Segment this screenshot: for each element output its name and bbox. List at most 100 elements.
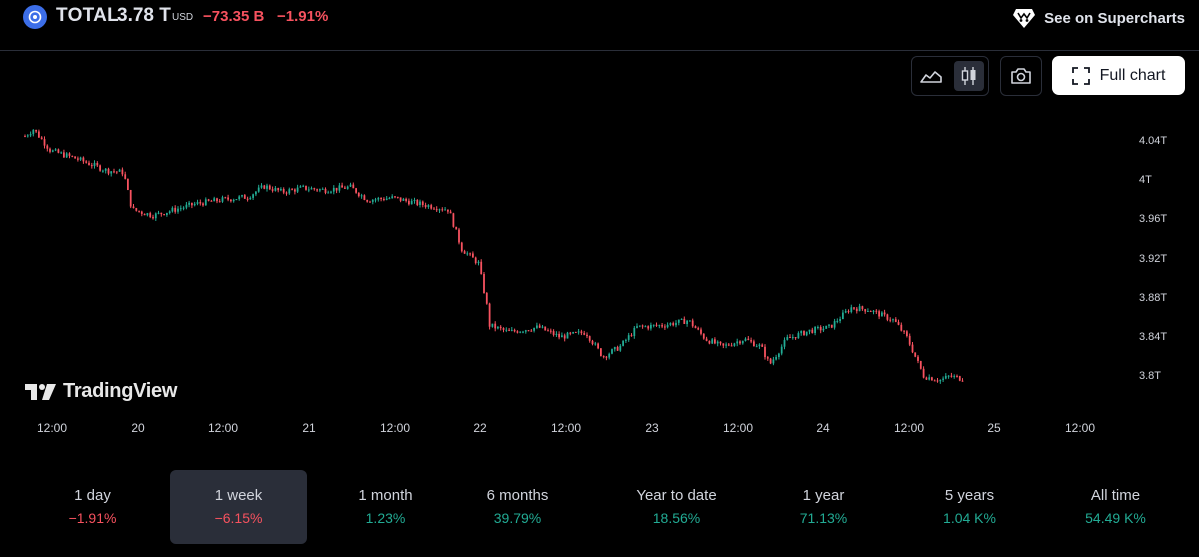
candle-down: [702, 333, 705, 339]
candle-down: [121, 169, 124, 175]
snapshot-button[interactable]: [1006, 61, 1036, 91]
candle-down: [485, 293, 488, 304]
range-6-months[interactable]: 6 months 39.79%: [449, 470, 586, 544]
candle-up: [65, 153, 68, 158]
candles-style-button[interactable]: [954, 61, 984, 91]
candle-down: [355, 188, 357, 193]
candle-up: [533, 327, 535, 331]
candle-up: [652, 324, 655, 326]
candle-down: [63, 152, 65, 158]
candle-up: [79, 157, 82, 160]
range-change: 39.79%: [493, 510, 542, 526]
candle-up: [755, 346, 758, 348]
tradingview-diamond-icon: [1013, 9, 1036, 28]
price-chart[interactable]: [0, 100, 1199, 450]
candle-up: [608, 353, 611, 358]
candle-up: [196, 202, 199, 204]
candle-up: [235, 199, 238, 201]
candle-up: [619, 345, 622, 351]
candle-down: [936, 380, 939, 382]
range-all-time[interactable]: All time 54.49 K%: [1047, 470, 1184, 544]
range-1-month[interactable]: 1 month 1.23%: [317, 470, 454, 544]
candle-down: [285, 192, 288, 194]
y-tick-label: 3.88T: [1139, 292, 1168, 304]
candle-down: [243, 195, 246, 199]
candle-up: [675, 322, 677, 326]
candle-down: [917, 356, 919, 361]
candle-up: [29, 134, 32, 136]
candle-up: [319, 189, 321, 191]
candle-up: [561, 335, 563, 338]
candle-up: [185, 204, 188, 208]
candle-up: [808, 329, 811, 332]
candle-down: [655, 324, 658, 326]
candle-up: [872, 310, 875, 312]
range-1-day[interactable]: 1 day −1.91%: [24, 470, 161, 544]
x-tick-label: 22: [473, 421, 487, 435]
candle-up: [288, 189, 291, 194]
candle-up: [438, 209, 441, 211]
candle-down: [447, 209, 449, 212]
candle-down: [135, 208, 138, 211]
candle-down: [830, 324, 833, 328]
see-on-supercharts-link[interactable]: See on Supercharts: [1012, 5, 1185, 31]
candle-down: [230, 199, 232, 202]
candle-up: [658, 325, 661, 327]
candle-down: [138, 210, 140, 212]
candle-up: [844, 311, 847, 313]
symbol-name[interactable]: TOTAL: [56, 5, 120, 26]
y-tick-label: 3.8T: [1139, 370, 1162, 382]
candle-up: [241, 195, 243, 197]
candle-down: [452, 213, 455, 227]
candle-down: [647, 326, 650, 329]
candle-down: [449, 211, 452, 214]
candle-up: [388, 198, 391, 200]
candle-down: [218, 201, 221, 203]
range-year-to-date[interactable]: Year to date 18.56%: [608, 470, 745, 544]
candle-down: [435, 209, 438, 211]
candle-down: [224, 197, 227, 199]
candle-up: [828, 324, 830, 326]
candle-down: [908, 335, 911, 345]
candle-down: [630, 335, 633, 337]
candle-up: [249, 197, 252, 200]
range-1-year[interactable]: 1 year 71.13%: [755, 470, 892, 544]
candle-down: [914, 352, 917, 357]
candle-up: [402, 198, 405, 201]
area-style-button[interactable]: [916, 61, 946, 91]
candle-up: [360, 195, 363, 197]
range-1-week[interactable]: 1 week −6.15%: [170, 470, 307, 544]
candle-down: [405, 198, 407, 201]
candle-up: [118, 169, 121, 172]
candle-up: [391, 196, 394, 199]
candle-up: [427, 205, 430, 207]
candle-up: [221, 197, 224, 202]
candle-up: [280, 189, 282, 191]
candle-down: [357, 192, 360, 197]
candle-down: [956, 375, 958, 377]
candle-up: [182, 207, 185, 209]
candle-down: [847, 311, 850, 313]
candle-up: [786, 337, 789, 340]
candle-down: [408, 200, 410, 205]
full-chart-button[interactable]: Full chart: [1052, 56, 1185, 95]
candle-down: [115, 171, 118, 173]
candle-down: [906, 331, 908, 336]
range-change: 1.04 K%: [943, 510, 996, 526]
x-tick-label: 12:00: [207, 421, 239, 435]
candle-down: [480, 261, 483, 274]
candle-down: [919, 361, 922, 369]
y-tick-label: 4T: [1139, 174, 1152, 186]
candle-up: [157, 212, 160, 214]
candle-down: [853, 307, 855, 309]
candle-up: [505, 329, 508, 331]
x-tick-label: 23: [645, 421, 659, 435]
candle-up: [110, 171, 113, 174]
candle-down: [455, 226, 458, 230]
range-label: All time: [1090, 487, 1141, 504]
candle-down: [277, 188, 280, 191]
candle-up: [805, 331, 808, 336]
range-5-years[interactable]: 5 years 1.04 K%: [901, 470, 1038, 544]
candle-up: [385, 198, 388, 200]
candle-down: [246, 198, 249, 200]
